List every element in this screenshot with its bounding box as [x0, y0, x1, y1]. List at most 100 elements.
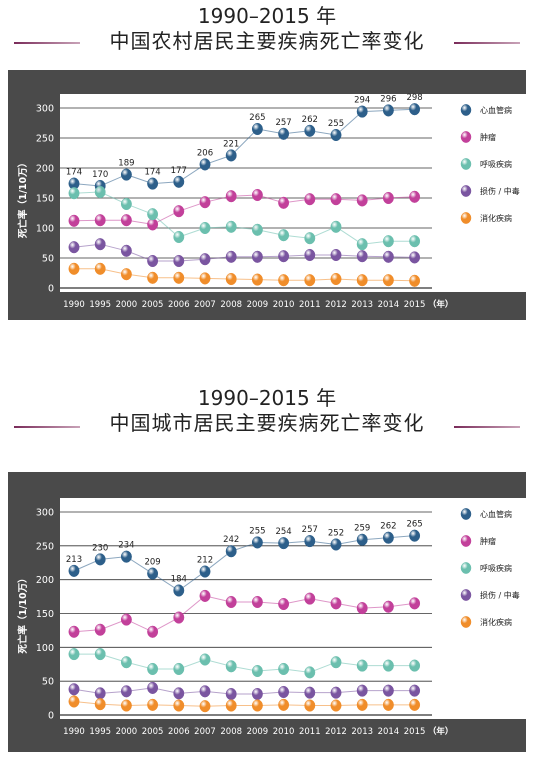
legend-label: 损伤 / 中毒: [480, 590, 520, 600]
chart-1-title-main: 中国农村居民主要疾病死亡率变化: [109, 29, 425, 53]
y-tick-label: 150: [36, 194, 54, 205]
data-point: [94, 185, 106, 199]
legend-label: 心血管病: [480, 105, 512, 115]
data-point: [382, 191, 394, 205]
data-point: [173, 662, 185, 676]
data-point: [94, 214, 106, 227]
data-label: 177: [171, 166, 187, 176]
y-axis-label: 死亡率（1/10万）: [17, 158, 29, 239]
data-point: [409, 103, 421, 116]
y-tick-label: 0: [48, 711, 54, 722]
data-point: [173, 271, 185, 284]
data-point: [251, 536, 263, 549]
legend-marker: [460, 131, 472, 143]
data-point: [120, 699, 132, 712]
data-point: [94, 687, 106, 700]
x-tick-label: 1990: [63, 300, 85, 310]
data-point: [409, 684, 421, 697]
legend-marker: [460, 589, 472, 601]
data-point: [94, 623, 106, 636]
data-point: [147, 271, 159, 284]
data-point: [409, 659, 421, 672]
data-point: [120, 214, 132, 227]
data-point: [278, 685, 290, 699]
data-point: [382, 235, 394, 248]
data-label: 221: [223, 139, 239, 149]
legend-marker: [460, 212, 472, 224]
data-point: [278, 698, 290, 711]
x-tick-label: 2012: [325, 300, 347, 310]
x-tick-label: 2009: [247, 727, 269, 737]
data-point: [147, 681, 159, 694]
data-point: [94, 238, 106, 251]
data-point: [304, 535, 316, 548]
y-tick-label: 50: [42, 677, 54, 688]
data-label: 298: [406, 93, 422, 103]
data-point: [356, 194, 368, 207]
data-point: [382, 531, 394, 544]
data-point: [356, 698, 368, 711]
chart-1-title-year: 1990–2015 年: [197, 4, 337, 28]
data-point: [94, 262, 106, 275]
x-tick-label: 2006: [168, 300, 190, 310]
data-point: [199, 196, 211, 209]
data-point: [94, 553, 106, 566]
data-point: [68, 648, 80, 661]
x-tick-label: 2014: [378, 727, 400, 737]
data-point: [225, 699, 237, 712]
chart-2-title-year: 1990–2015 年: [197, 386, 337, 410]
data-point: [409, 251, 421, 264]
data-label: 255: [249, 526, 265, 536]
legend-label: 损伤 / 中毒: [480, 186, 520, 196]
data-point: [330, 686, 342, 699]
data-point: [68, 187, 80, 200]
data-point: [251, 273, 263, 286]
data-label: 206: [197, 148, 213, 158]
data-point: [304, 274, 316, 287]
data-point: [120, 268, 132, 281]
decor-line-right-2: [454, 426, 520, 428]
data-label: 255: [328, 119, 344, 129]
data-point: [330, 220, 342, 233]
x-tick-label: 2010: [273, 727, 295, 737]
data-point: [173, 175, 185, 188]
legend-label: 消化疾病: [480, 617, 512, 627]
data-point: [382, 698, 394, 711]
x-tick-label: 2010: [273, 300, 295, 310]
data-point: [278, 196, 290, 209]
data-point: [330, 193, 342, 206]
decor-line-left: [14, 42, 80, 44]
data-point: [225, 220, 237, 233]
legend-marker: [460, 535, 472, 547]
data-point: [225, 545, 237, 558]
data-point: [68, 241, 80, 254]
chart-2-title-main: 中国城市居民主要疾病死亡率变化: [109, 411, 425, 435]
data-label: 212: [197, 556, 213, 566]
data-point: [382, 684, 394, 697]
data-point: [251, 699, 263, 712]
data-point: [120, 168, 132, 181]
data-point: [382, 250, 394, 263]
y-axis-label: 死亡率（1/10万）: [17, 573, 29, 654]
chart-2-title: 1990–2015 年 中国城市居民主要疾病死亡率变化: [0, 386, 534, 436]
x-tick-label: 2012: [325, 727, 347, 737]
data-point: [356, 238, 368, 251]
data-point: [278, 250, 290, 263]
data-point: [278, 537, 290, 550]
data-point: [330, 538, 342, 551]
data-point: [147, 218, 159, 231]
legend-label: 消化疾病: [480, 213, 512, 223]
y-tick-label: 100: [36, 643, 54, 654]
data-point: [199, 653, 211, 666]
data-point: [225, 595, 237, 609]
data-point: [225, 250, 237, 263]
data-point: [147, 177, 159, 190]
data-point: [251, 188, 263, 202]
data-point: [330, 656, 342, 669]
data-point: [120, 550, 132, 563]
chart-rural: 0 50 100 150 200 250 300 死亡率（1/10万） 1990 1995 2000…: [8, 70, 526, 320]
x-tick-label: 2007: [194, 300, 216, 310]
data-point: [409, 274, 421, 287]
decor-line-right: [454, 42, 520, 44]
data-label: 213: [66, 555, 82, 565]
